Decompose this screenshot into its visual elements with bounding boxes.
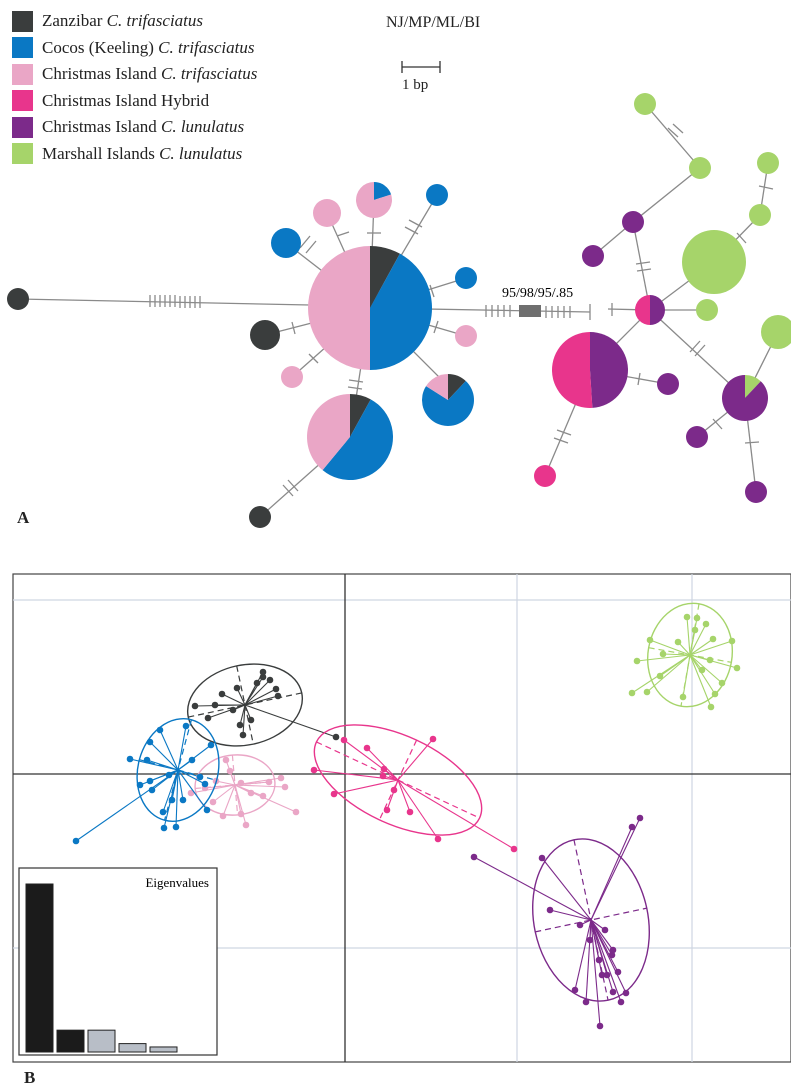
haplotype-node — [749, 204, 771, 226]
cluster-ci_lunulatus — [470, 814, 651, 1030]
haplotype-node — [635, 295, 665, 325]
eigenvalue-bar — [118, 1043, 147, 1053]
cluster-ci_trifasciatus — [187, 754, 300, 829]
cluster-hybrid — [310, 724, 518, 853]
haplotype-node — [308, 246, 432, 370]
network-edge — [644, 103, 701, 169]
legend-label: Marshall Islands C. lunulatus — [42, 143, 243, 163]
legend-swatch — [12, 37, 33, 59]
eigenvalues-title: Eigenvalues — [145, 875, 209, 890]
legend-swatch — [12, 63, 33, 85]
haplotype-node — [250, 320, 280, 350]
legend-swatch — [12, 90, 33, 112]
haplotype-node — [455, 325, 477, 347]
haplotype-node — [686, 426, 708, 448]
legend-item: Marshall Islands C. lunulatus — [12, 141, 257, 168]
panel-letter-b: B — [24, 1068, 36, 1087]
axes — [13, 574, 791, 1062]
haplotype-node — [761, 315, 791, 349]
legend-swatch — [12, 10, 33, 32]
legend-item: Christmas Island C. trifasciatus — [12, 61, 257, 88]
mutation-ticks — [485, 304, 591, 320]
scale-bar-label: 1 bp — [402, 77, 429, 93]
haplotype-node — [271, 228, 301, 258]
haplotype-node — [422, 374, 475, 426]
legend-item: Christmas Island Hybrid — [12, 88, 257, 115]
haplotype-node — [696, 299, 718, 321]
network-edge — [17, 298, 311, 306]
legend: Zanzibar C. trifasciatus Cocos (Keeling) … — [12, 8, 257, 167]
legend-item: Christmas Island C. lunulatus — [12, 114, 257, 141]
legend-item: Zanzibar C. trifasciatus — [12, 8, 257, 35]
haplotype-node — [634, 93, 656, 115]
haplotype-node — [249, 506, 271, 528]
haplotype-node — [534, 465, 556, 487]
network-edge — [632, 167, 701, 223]
dapc-plot: Eigenvalues — [12, 573, 791, 1063]
haplotype-node — [281, 366, 303, 388]
legend-item: Cocos (Keeling) C. trifasciatus — [12, 35, 257, 62]
mutation-ticks — [149, 295, 201, 308]
eigenvalue-bar — [56, 1029, 85, 1053]
legend-label: Cocos (Keeling) C. trifasciatus — [42, 37, 255, 57]
haplotype-node — [622, 211, 644, 233]
eigenvalue-bar — [149, 1046, 178, 1053]
panel-letter-a: A — [17, 508, 30, 527]
haplotype-node — [757, 152, 779, 174]
haplotype-node — [7, 288, 29, 310]
haplotype-node — [455, 267, 477, 289]
haplotype-node — [552, 332, 629, 409]
haplotype-node — [306, 394, 393, 480]
haplotype-node — [745, 481, 767, 503]
support-methods-label: NJ/MP/ML/BI — [386, 14, 481, 31]
haplotype-node — [582, 245, 604, 267]
haplotype-node — [657, 373, 679, 395]
legend-label: Christmas Island C. trifasciatus — [42, 64, 258, 84]
haplotype-node — [689, 157, 711, 179]
node-support-label: 95/98/95/.85 — [502, 286, 573, 301]
scale-bar — [401, 61, 441, 73]
cluster-zanzibar — [186, 663, 340, 747]
legend-label: Christmas Island C. lunulatus — [42, 117, 245, 137]
cluster-marshall — [628, 602, 741, 711]
legend-label: Zanzibar C. trifasciatus — [42, 11, 204, 31]
legend-label: Christmas Island Hybrid — [42, 90, 210, 110]
legend-swatch — [12, 116, 33, 138]
eigenvalues-inset: Eigenvalues — [18, 867, 218, 1056]
eigenvalue-bar — [25, 883, 54, 1053]
legend-swatch — [12, 143, 33, 165]
haplotype-node — [426, 184, 448, 206]
haplotype-node — [356, 182, 393, 218]
haplotype-nodes — [7, 93, 791, 528]
cluster-cocos — [72, 718, 220, 845]
eigenvalue-bar — [87, 1029, 116, 1053]
haplotype-node — [682, 230, 746, 294]
support-marker — [519, 305, 541, 317]
haplotype-node — [313, 199, 341, 227]
haplotype-node — [722, 375, 768, 421]
